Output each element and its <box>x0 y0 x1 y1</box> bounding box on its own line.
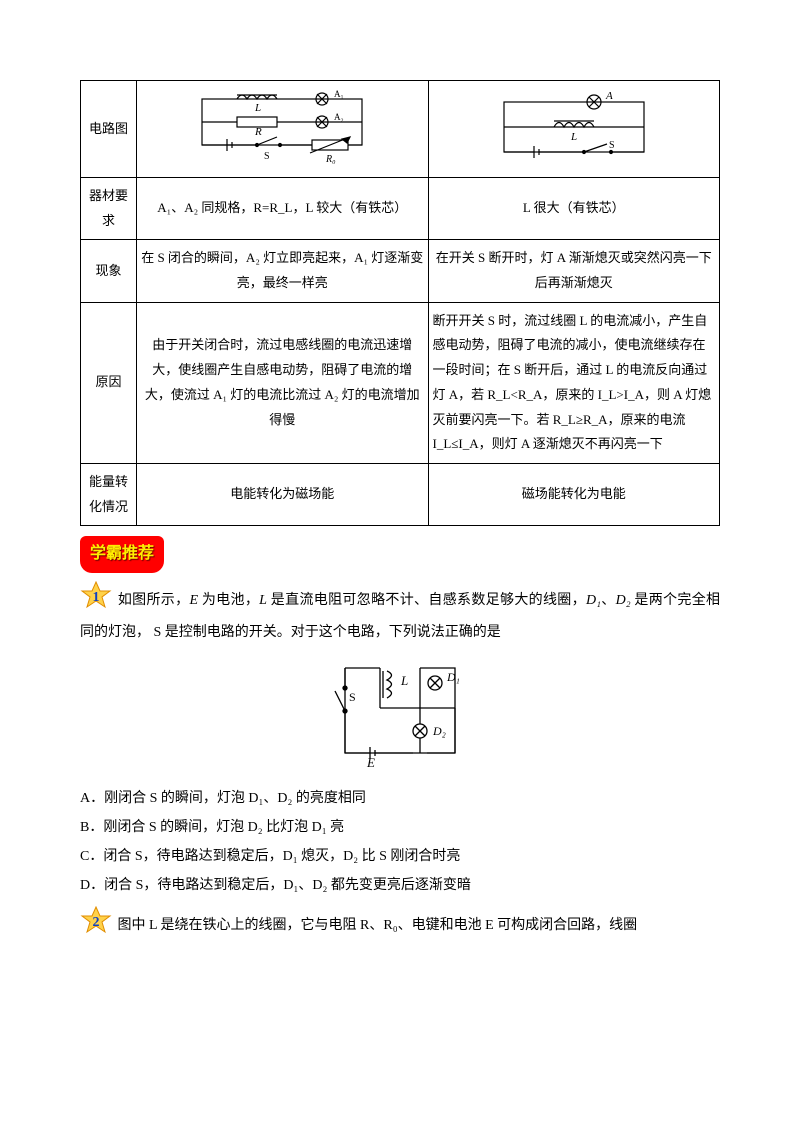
reason-left: 由于开关闭合时，流过电感线圈的电流迅速增大，使线圈产生自感电动势，阻碍了电流的增… <box>137 302 429 463</box>
comparison-table: 电路图 <box>80 80 720 526</box>
row-label-equipment: 器材要求 <box>81 178 137 240</box>
svg-text:R₀: R₀ <box>325 154 336 165</box>
svg-text:2: 2 <box>93 915 100 930</box>
equipment-left: A₁、A₂ 同规格，R=R_L，L 较大（有铁芯） <box>137 178 429 240</box>
svg-text:E: E <box>366 755 375 768</box>
recommend-badge-row: 学霸推荐 <box>80 536 720 573</box>
q1-E: E <box>189 593 198 608</box>
q1-text-b: 为电池， <box>198 593 259 608</box>
q1-circuit-diagram: L D₁ D₂ S E <box>80 653 720 777</box>
energy-right: 磁场能转化为电能 <box>428 463 720 525</box>
energy-left: 电能转化为磁场能 <box>137 463 429 525</box>
q1-L: L <box>259 593 267 608</box>
question-number-icon-2: 2 <box>80 906 112 945</box>
q1-option-d: D．闭合 S，待电路达到稳定后，D₁、D₂ 都先变更亮后逐渐变暗 <box>80 873 720 898</box>
recommend-badge: 学霸推荐 <box>80 536 164 573</box>
q2-text: 图中 L 是绕在铁心上的线圈，它与电阻 R、R₀、电键和电池 E 可构成闭合回路… <box>118 918 638 933</box>
row-label-phenomenon: 现象 <box>81 240 137 302</box>
q1-option-a: A．刚闭合 S 的瞬间，灯泡 D₁、D₂ 的亮度相同 <box>80 786 720 811</box>
q1-D2: D₂ <box>616 593 631 608</box>
q1-D1: D₁ <box>586 593 601 608</box>
svg-text:D₁: D₁ <box>446 670 460 684</box>
svg-text:D₂: D₂ <box>432 724 446 738</box>
phenomenon-left: 在 S 闭合的瞬间，A₂ 灯立即亮起来，A₁ 灯逐渐变亮，最终一样亮 <box>137 240 429 302</box>
equipment-right: L 很大（有铁芯） <box>428 178 720 240</box>
row-label-energy: 能量转化情况 <box>81 463 137 525</box>
q1-text-c: 是直流电阻可忽略不计、自感系数足够大的线圈， <box>267 593 586 608</box>
svg-text:S: S <box>609 140 615 151</box>
svg-text:L: L <box>570 131 577 143</box>
q1-option-b: B．刚闭合 S 的瞬间，灯泡 D₂ 比灯泡 D₁ 亮 <box>80 815 720 840</box>
svg-text:A: A <box>605 90 613 102</box>
svg-text:1: 1 <box>93 590 100 605</box>
phenomenon-right: 在开关 S 断开时，灯 A 渐渐熄灭或突然闪亮一下后再渐渐熄灭 <box>428 240 720 302</box>
svg-text:L: L <box>400 673 408 688</box>
row-label-circuit: 电路图 <box>81 81 137 178</box>
svg-text:S: S <box>349 690 356 704</box>
svg-text:S: S <box>264 151 270 162</box>
question-number-icon-1: 1 <box>80 581 112 620</box>
q1-option-c: C．闭合 S，待电路达到稳定后，D₁ 熄灭，D₂ 比 S 刚闭合时亮 <box>80 844 720 869</box>
question-1: 1 如图所示，E 为电池，L 是直流电阻可忽略不计、自感系数足够大的线圈，D₁、… <box>80 581 720 645</box>
circuit-diagram-right: A L S <box>428 81 720 178</box>
reason-right: 断开开关 S 时，流过线圈 L 的电流减小，产生自感电动势，阻碍了电流的减小，使… <box>428 302 720 463</box>
circuit-diagram-left: L A₁ R A₂ S R₀ <box>137 81 429 178</box>
svg-text:A₁: A₁ <box>334 89 344 99</box>
q1-text-a: 如图所示， <box>118 593 190 608</box>
q1-options: A．刚闭合 S 的瞬间，灯泡 D₁、D₂ 的亮度相同 B．刚闭合 S 的瞬间，灯… <box>80 786 720 899</box>
row-label-reason: 原因 <box>81 302 137 463</box>
question-2: 2 图中 L 是绕在铁心上的线圈，它与电阻 R、R₀、电键和电池 E 可构成闭合… <box>80 906 720 945</box>
svg-text:A₂: A₂ <box>334 112 344 122</box>
svg-text:L: L <box>254 102 261 114</box>
svg-text:R: R <box>254 126 262 138</box>
